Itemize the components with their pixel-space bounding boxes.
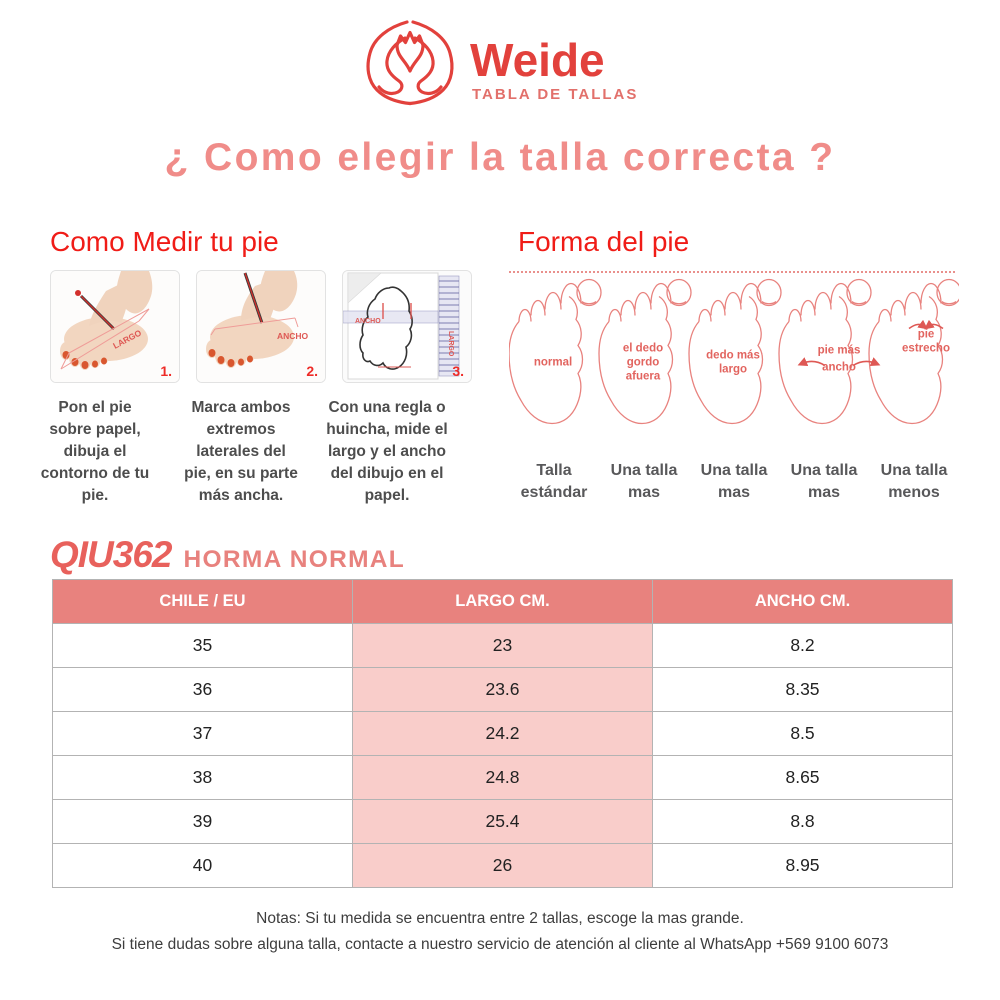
svg-text:largo: largo <box>719 364 747 376</box>
svg-text:pie: pie <box>918 329 935 341</box>
svg-text:pie más: pie más <box>818 345 861 357</box>
svg-text:ANCHO: ANCHO <box>355 318 381 325</box>
svg-text:Weide: Weide <box>470 34 605 86</box>
svg-text:el dedo: el dedo <box>623 343 663 355</box>
svg-text:ANCHO: ANCHO <box>277 331 309 341</box>
svg-text:normal: normal <box>534 357 572 369</box>
svg-text:ancho: ancho <box>822 362 856 374</box>
svg-text:TABLA DE TALLAS: TABLA DE TALLAS <box>472 86 638 103</box>
svg-text:afuera: afuera <box>626 371 661 383</box>
svg-text:dedo más: dedo más <box>706 350 760 362</box>
svg-text:gordo: gordo <box>627 357 660 369</box>
svg-text:estrecho: estrecho <box>902 343 950 355</box>
svg-text:LARGO: LARGO <box>447 331 454 357</box>
